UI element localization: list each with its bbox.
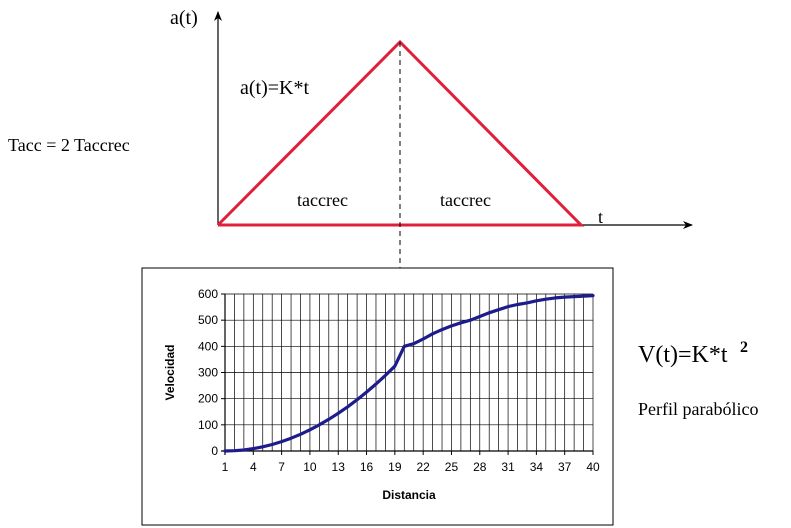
acceleration-diagram: a(t) t a(t)=K*t taccrec taccrec <box>170 7 693 450</box>
x-tick-label: 13 <box>332 460 346 474</box>
x-tick-label: 1 <box>222 460 229 474</box>
y-tick-labels: 0 100 200 300 400 500 600 <box>198 287 225 458</box>
x-tick-label: 34 <box>530 460 544 474</box>
x-tick-label: 31 <box>501 460 515 474</box>
x-tick-label: 22 <box>416 460 430 474</box>
velocity-chart: 0 100 200 300 400 500 600 1 4 7 10 13 16 19 22 25 28 31 3… <box>163 287 600 502</box>
velocity-formula: V(t)=K*t 2 <box>638 339 748 368</box>
x-tick-label: 25 <box>445 460 459 474</box>
velocity-series <box>223 294 595 453</box>
x-tick-label: 19 <box>388 460 402 474</box>
chart-grid <box>221 293 594 455</box>
velocity-line <box>223 294 595 453</box>
x-tick-label: 10 <box>303 460 317 474</box>
profile-label: Perfil parabólico <box>638 399 758 419</box>
a-axis-label: a(t) <box>170 7 198 29</box>
x-tick-label: 4 <box>250 460 257 474</box>
y-tick-label: 300 <box>198 366 218 380</box>
taccrec-left-label: taccrec <box>297 190 348 210</box>
velocity-formula-exponent: 2 <box>740 339 748 356</box>
tacc-relation: Tacc = 2 Taccrec <box>8 135 130 155</box>
chart-frame <box>141 267 614 526</box>
acceleration-formula: a(t)=K*t <box>240 77 309 99</box>
velocity-formula-base: V(t)=K*t <box>638 342 728 368</box>
y-tick-label: 100 <box>198 418 218 432</box>
y-tick-label: 500 <box>198 313 218 327</box>
x-tick-label: 7 <box>278 460 285 474</box>
y-tick-label: 200 <box>198 392 218 406</box>
x-axis-title: Distancia <box>382 488 436 502</box>
y-tick-label: 600 <box>198 287 218 301</box>
x-tick-label: 40 <box>586 460 600 474</box>
y-tick-label: 400 <box>198 339 218 353</box>
x-tick-label: 28 <box>473 460 487 474</box>
y-axis-title: Velocidad <box>163 344 177 400</box>
taccrec-right-label: taccrec <box>440 190 491 210</box>
x-tick-label: 37 <box>558 460 572 474</box>
x-tick-label: 16 <box>360 460 374 474</box>
y-tick-label: 0 <box>211 444 218 458</box>
t-axis-label: t <box>598 207 603 227</box>
x-tick-labels: 1 4 7 10 13 16 19 22 25 28 31 34 37 40 <box>222 451 600 474</box>
